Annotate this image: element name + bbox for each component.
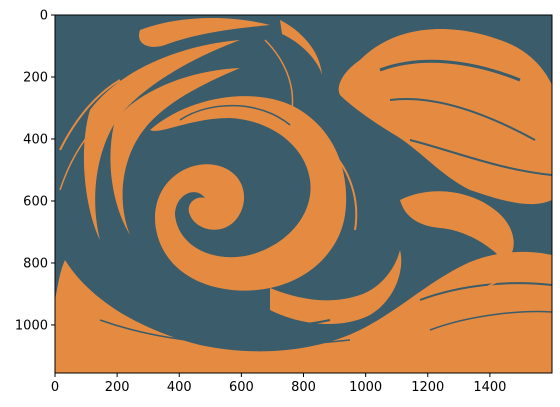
x-tick-label: 600 <box>229 380 254 395</box>
x-tick-label: 1400 <box>473 380 506 395</box>
y-tick-label: 200 <box>23 70 48 85</box>
x-tick-label: 400 <box>167 380 192 395</box>
marble-image: dreamstime.com ID 260162744 © Infofeathe… <box>55 15 552 373</box>
watermark-brand: dreamstime.com <box>84 350 211 368</box>
y-tick-label: 0 <box>40 9 48 24</box>
marble-streaks <box>99 59 552 346</box>
x-tick-label: 0 <box>51 380 59 395</box>
dreamstime-logo-icon <box>61 349 79 367</box>
y-axis: 0 200 400 600 800 1000 <box>15 9 55 333</box>
y-tick-label: 400 <box>23 132 48 147</box>
y-tick-label: 600 <box>23 194 48 209</box>
x-tick-label: 800 <box>291 380 316 395</box>
y-tick-label: 1000 <box>15 318 48 333</box>
watermark-credit: ID 260162744 © Infofeather3 <box>454 356 544 363</box>
x-tick-label: 1000 <box>349 380 382 395</box>
x-axis: 0 200 400 600 800 1000 1200 1400 <box>51 373 506 395</box>
x-tick-label: 1200 <box>411 380 444 395</box>
marble-light-streaks <box>59 39 546 301</box>
watermark: dreamstime.com ID 260162744 © Infofeathe… <box>61 349 544 368</box>
y-tick-label: 800 <box>23 256 48 271</box>
x-tick-label: 200 <box>105 380 130 395</box>
